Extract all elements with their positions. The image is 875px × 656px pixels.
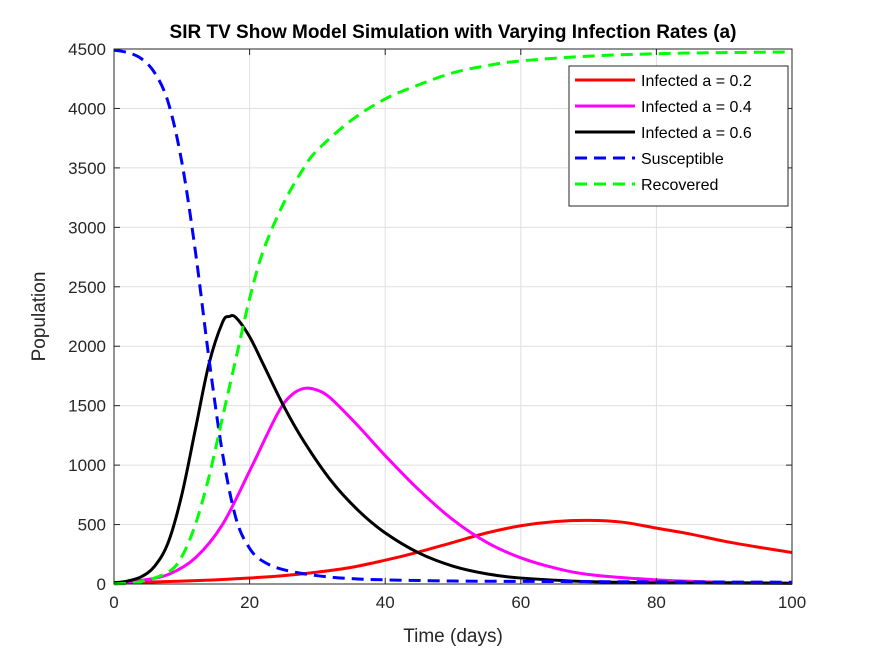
legend-label: Susceptible (641, 151, 724, 168)
ticks: 0 20 40 60 80 1000500100015002000250030003500… (68, 40, 806, 612)
x-tick-label: 40 (376, 593, 395, 612)
legend: Infected a = 0.2 Infected a = 0.4 Infected… (568, 65, 789, 207)
x-axis-label: Time (days) (403, 626, 503, 647)
plot-frame (113, 48, 793, 585)
series-layer (114, 48, 792, 586)
y-tick-label: 1500 (68, 397, 106, 416)
legend-label: Infected a = 0.4 (641, 99, 752, 116)
y-tick-label: 3000 (68, 218, 106, 237)
x-tick-label: 60 (511, 593, 530, 612)
y-tick-label: 3500 (68, 159, 106, 178)
x-tick-label: 80 (647, 593, 666, 612)
series-line-recovered (114, 50, 792, 586)
y-tick-label: 1000 (68, 456, 106, 475)
series-line-infected-a-0-2 (114, 518, 792, 585)
y-tick-label: 4500 (68, 40, 106, 59)
y-tick-label: 2500 (68, 278, 106, 297)
y-tick-label: 0 (97, 575, 106, 594)
series-line-infected-a-0-6 (114, 314, 792, 585)
series-line-infected-a-0-4 (114, 386, 792, 585)
legend-label: Recovered (641, 177, 718, 194)
legend-label: Infected a = 0.6 (641, 125, 752, 142)
y-tick-label: 500 (78, 516, 106, 535)
x-tick-label: 20 (240, 593, 259, 612)
series-line-susceptible (114, 48, 792, 584)
legend-label: Infected a = 0.2 (641, 73, 752, 90)
x-tick-label: 0 (109, 593, 118, 612)
chart-title: SIR TV Show Model Simulation with Varyin… (170, 22, 737, 43)
y-axis-label: Population (29, 272, 50, 362)
y-tick-label: 2000 (68, 337, 106, 356)
x-tick-label: 100 (778, 593, 806, 612)
y-tick-label: 4000 (68, 99, 106, 118)
